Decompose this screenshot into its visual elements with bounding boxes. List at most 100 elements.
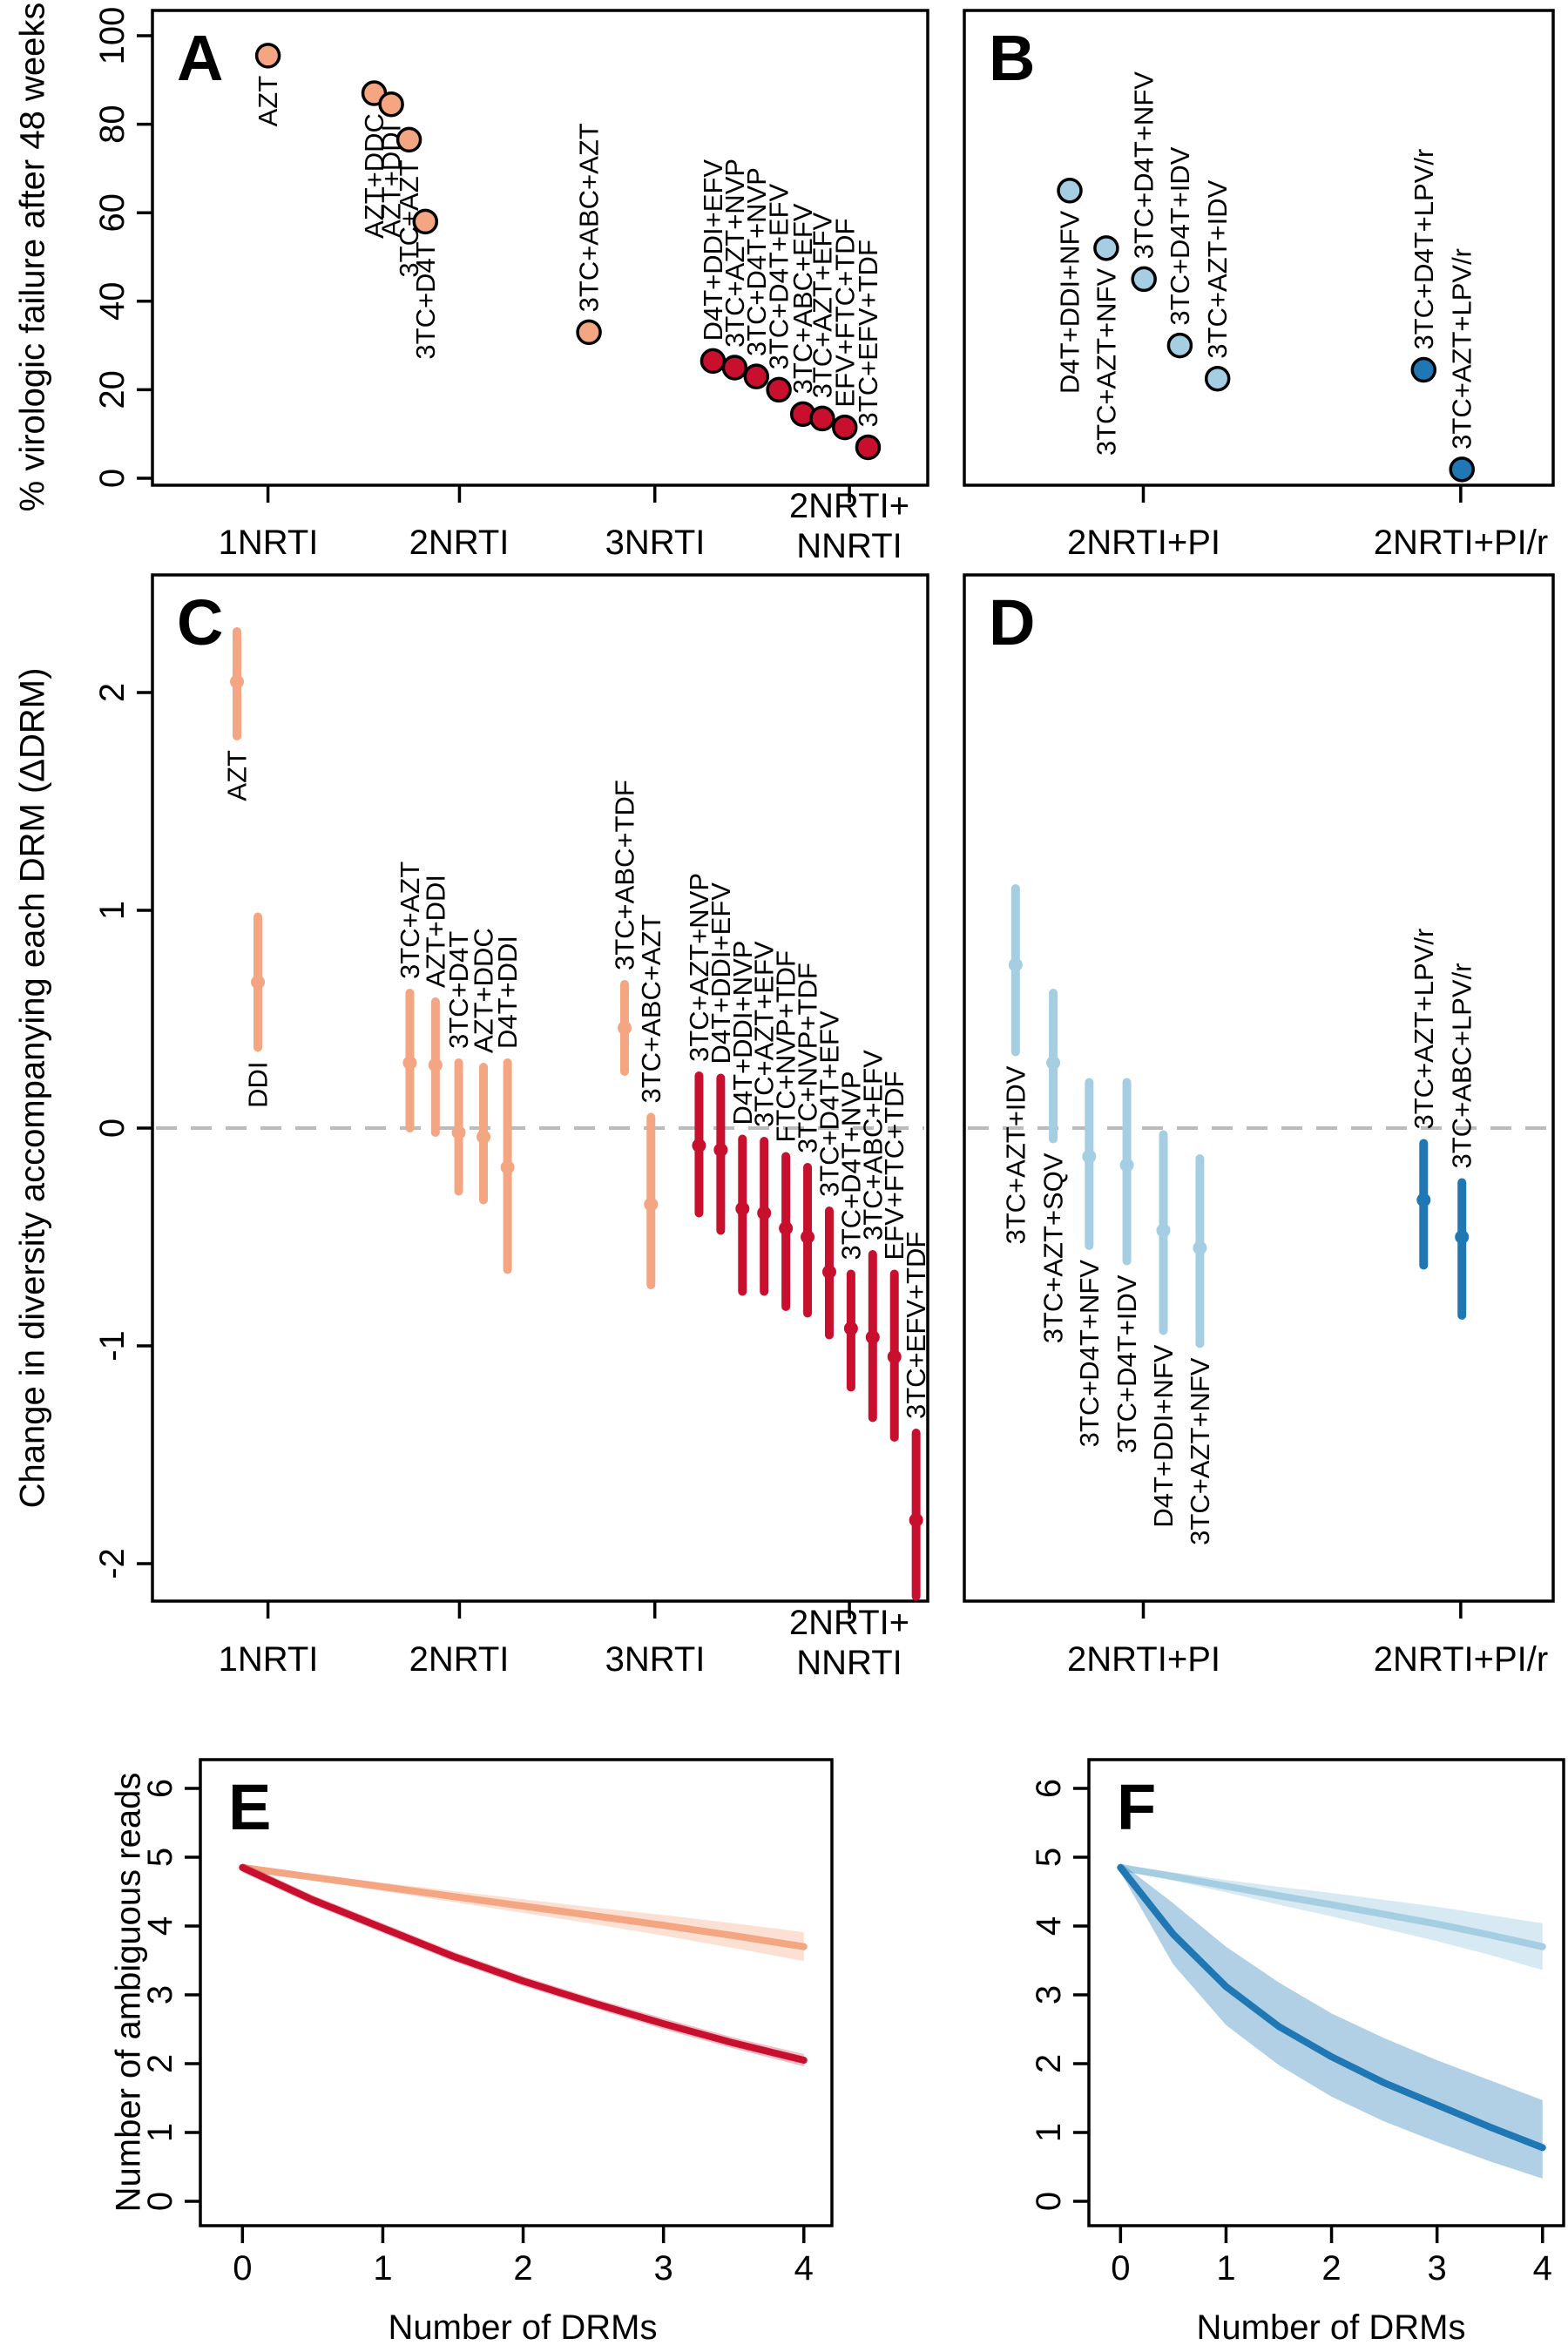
panel-B-point-3TC+D4T+NFV: [1131, 266, 1157, 293]
panel-C-bar-label: D4T+DDI: [492, 936, 523, 1049]
panel-F-ytick-label: 5: [1030, 1848, 1068, 1867]
panel-C-estimate-3TC+ABC+AZT: [644, 1197, 659, 1212]
panel-C-estimate-DDI: [251, 975, 266, 990]
panel-B-point-label: D4T+DDI+NFV: [1055, 210, 1085, 393]
x-axis-title-panel-e: Number of DRMs: [388, 2308, 658, 2347]
panel-D-bar-label: 3TC+AZT+LPV/r: [1409, 929, 1439, 1130]
panel-D-bar-label: 3TC+AZT+NFV: [1185, 1357, 1215, 1545]
panel-C-bar-label: AZT+DDI: [420, 875, 450, 988]
panel-C-estimate-3TC+NVP+TDF: [801, 1230, 815, 1244]
panel-A-point-AZT+DDI: [378, 91, 404, 118]
xtick-a-3nrti: 3NRTI: [605, 524, 706, 562]
panel-E-ytick-label: 2: [141, 2054, 179, 2073]
panel-B-point-D4T+DDI+NFV: [1057, 178, 1083, 204]
panel-C-bar-label: 3TC+EFV+TDF: [901, 1232, 931, 1419]
panel-C-frame: [151, 573, 929, 1603]
panel-A-ytick-label: 80: [93, 105, 132, 144]
panel-letter-b: B: [989, 22, 1036, 94]
panel-E-xtick-label: 3: [654, 2249, 673, 2288]
panel-F-xtick-label: 0: [1111, 2249, 1130, 2288]
panel-F-ytick-label: 1: [1030, 2123, 1068, 2142]
panel-A-point-EFV+FTC+TDF: [832, 414, 858, 441]
panel-C-bar-label: AZT+DDC: [469, 928, 499, 1053]
panel-C-bar-label: DDI: [243, 1062, 274, 1108]
panel-A-point-label: D4T+DDI+EFV: [698, 159, 728, 341]
panel-E-ytick-label: 5: [141, 1848, 179, 1867]
xtick-c-2nrti-nnrti: 2NRTI+ NNRTI: [788, 1604, 910, 1682]
panel-B-point-label: 3TC+D4T+LPV/r: [1409, 149, 1439, 350]
panel-E-ytick-label: 3: [141, 1985, 179, 2004]
panel-D-bar-label: 3TC+D4T+IDV: [1112, 1274, 1142, 1453]
panel-C-estimate-AZT: [230, 674, 245, 689]
panel-A-point-label: 3TC+EFV+TDF: [853, 240, 883, 427]
panel-C-estimate-3TC+AZT+EFV: [757, 1206, 772, 1220]
panel-C-estimate-D4T+DDI+EFV: [713, 1143, 728, 1157]
panel-C-estimate-3TC+D4T+NVP: [843, 1321, 858, 1335]
panel-E-xtick-label: 2: [513, 2249, 532, 2288]
panel-D-estimate-3TC+AZT+SQV: [1046, 1056, 1061, 1070]
panel-D-bar-label: D4T+DDI+NFV: [1148, 1344, 1179, 1527]
panel-D-estimate-D4T+DDI+NFV: [1156, 1223, 1171, 1238]
panel-E-xtick-label: 0: [233, 2249, 252, 2288]
panel-B-point-3TC+D4T+LPV/r: [1410, 356, 1437, 383]
panel-C-ytick-label: 2: [93, 683, 132, 702]
panel-A-point-D4T+DDI+EFV: [700, 348, 727, 375]
panel-C-bar-label: D4T+DDI+EFV: [706, 882, 736, 1064]
panel-C-ytick-label: -2: [93, 1548, 132, 1579]
panel-C-estimate-FTC+NVP+TDF: [779, 1221, 794, 1235]
panel-B-point-3TC+D4T+IDV: [1166, 332, 1193, 359]
panel-A-point-3TC+AZT+NVP: [721, 355, 748, 381]
xtick-d-2nrti-pir: 2NRTI+PI/r: [1373, 1640, 1549, 1679]
xtick-a-1nrti: 1NRTI: [218, 524, 319, 562]
panel-F-line-lightBlue-curve: [1117, 1863, 1546, 1950]
panel-B-point-label: 3TC+AZT+NFV: [1091, 268, 1121, 456]
panel-C-bar-label: 3TC+AZT+NVP: [684, 873, 714, 1062]
panel-F-ytick-label: 0: [1030, 2192, 1068, 2211]
panel-F-ytick-label: 3: [1030, 1985, 1068, 2004]
panel-C-bar-label: D4T+DDI+NVP: [727, 941, 758, 1125]
panel-A-point-label: 3TC+D4T: [410, 241, 441, 359]
panel-A-point-3TC+D4T+EFV: [766, 376, 792, 403]
panel-A-ytick-label: 40: [93, 282, 132, 321]
panel-B-point-label: 3TC+D4T+NFV: [1129, 71, 1159, 260]
panel-D-bar-label: 3TC+AZT+SQV: [1038, 1152, 1069, 1343]
panel-F-ytick-label: 2: [1030, 2054, 1068, 2073]
panel-C-estimate-D4T+DDI: [500, 1160, 515, 1174]
panel-F-band-darkBlue-curve: [1120, 1862, 1543, 2179]
panel-D-estimate-3TC+D4T+IDV: [1119, 1158, 1134, 1173]
panel-B-point-label: 3TC+AZT+IDV: [1202, 179, 1233, 358]
panel-E-frame: [199, 1758, 834, 2227]
panel-C-bar-label: FTC+NVP+TDF: [771, 950, 801, 1142]
panel-C-estimate-3TC+D4T+EFV: [821, 1265, 836, 1279]
panel-E-line-red-curve: [239, 1863, 808, 2065]
xtick-a-2nrti-nnrti: 2NRTI+ NNRTI: [788, 487, 910, 565]
panel-A-ytick-label: 20: [93, 370, 132, 409]
panel-A-point-3TC+AZT: [395, 126, 422, 153]
panel-C-ytick-label: -1: [93, 1330, 132, 1362]
panel-B-frame: [963, 9, 1555, 487]
panel-A-ytick-label: 100: [93, 7, 132, 65]
xtick-d-2nrti-pi: 2NRTI+PI: [1067, 1640, 1220, 1679]
xtick-c-2nrti: 2NRTI: [409, 1640, 510, 1679]
panel-D-estimate-3TC+AZT+LPV/r: [1416, 1193, 1431, 1207]
xtick-c-1nrti: 1NRTI: [218, 1640, 319, 1679]
panel-A-point-3TC+D4T+NVP: [743, 363, 770, 389]
panel-F-ytick-label: 6: [1030, 1779, 1068, 1798]
panel-letter-d: D: [989, 586, 1036, 659]
panel-E-ytick-label: 4: [141, 1916, 179, 1936]
panel-letter-a: A: [177, 22, 224, 94]
panel-A-point-label: 3TC+AZT+NVP: [720, 159, 750, 348]
panel-D-bar-label: 3TC+AZT+IDV: [1000, 1065, 1031, 1244]
panel-A-point-label: AZT: [253, 76, 283, 127]
panel-E-line-lightOrange-curve: [239, 1863, 808, 1950]
panel-B-point-label: 3TC+AZT+LPV/r: [1447, 248, 1477, 449]
panel-A-point-label: 3TC+D4T+NVP: [741, 167, 772, 356]
panel-C-bar-label: 3TC+ABC+TDF: [610, 780, 640, 970]
panel-C-bar-label: 3TC+D4T+EFV: [814, 1010, 844, 1197]
panel-C-estimate-3TC+D4T: [451, 1125, 466, 1139]
panel-A-point-3TC+ABC+AZT: [576, 319, 602, 346]
panel-C-estimate-3TC+ABC+EFV: [865, 1330, 880, 1344]
panel-D-estimate-3TC+AZT+NFV: [1193, 1240, 1207, 1255]
